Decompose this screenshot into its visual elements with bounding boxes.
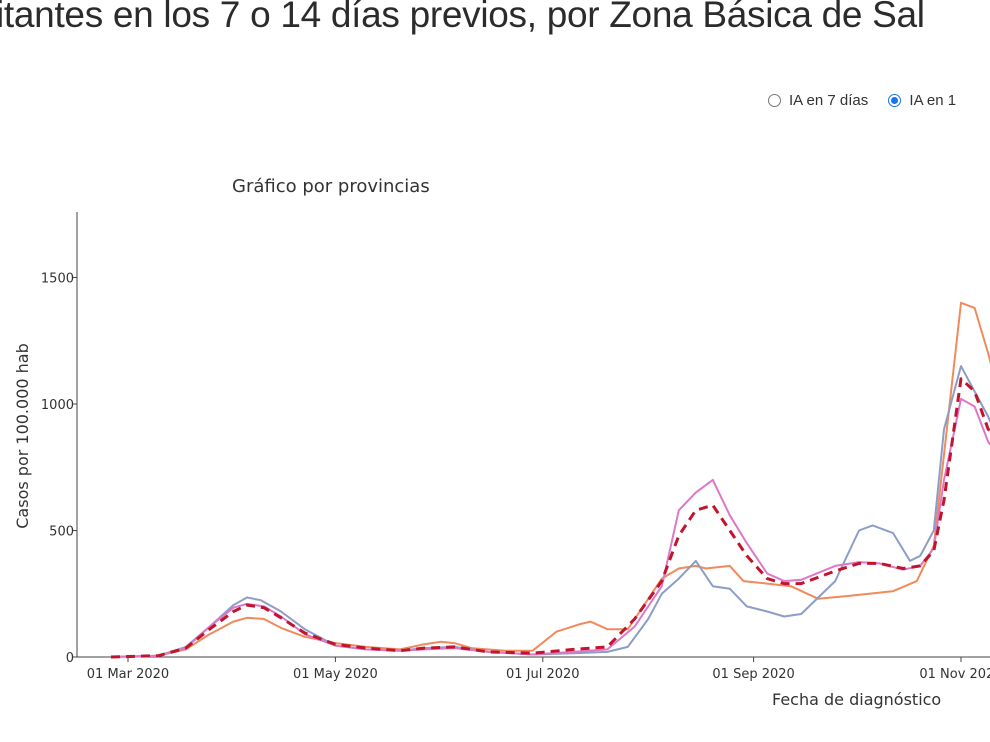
- x-tick-label: 01 Mar 2020: [87, 667, 169, 682]
- series-line-2[interactable]: [110, 365, 990, 658]
- radio-ia-14-dias[interactable]: IA en 1: [888, 92, 956, 109]
- x-axis-title: Fecha de diagnóstico: [772, 690, 941, 709]
- x-tick-label: 01 Jul 2020: [506, 667, 580, 682]
- y-tick-label: 1000: [41, 398, 74, 413]
- series-line-1[interactable]: [110, 301, 990, 658]
- x-tick-label: 01 Nov 2020: [919, 667, 990, 682]
- y-tick-label: 1500: [41, 272, 74, 287]
- radio-button-checked-icon[interactable]: [888, 94, 902, 107]
- chart-title: Gráfico por provincias: [232, 176, 430, 197]
- radio-label-ia-7: IA en 7 días: [789, 92, 869, 109]
- radio-ia-7-dias[interactable]: IA en 7 días: [768, 92, 868, 109]
- y-tick-label: 500: [49, 525, 74, 540]
- x-tick-label: 01 Sep 2020: [712, 667, 794, 682]
- x-axis-ticks: 01 Mar 2020 01 May 2020 01 Jul 2020 01 Sep …: [87, 657, 990, 682]
- y-tick-label: 0: [66, 651, 74, 666]
- y-axis-ticks: 0 500 1000 1500: [41, 272, 77, 666]
- indicator-radio-group: IA en 7 días IA en 1: [768, 92, 972, 111]
- x-tick-label: 01 May 2020: [293, 667, 378, 682]
- y-axis-title: Casos por 100.000 hab: [13, 343, 32, 528]
- series-layer: [110, 301, 990, 659]
- page-headline: itantes en los 7 o 14 días previos, por …: [0, 0, 925, 35]
- radio-button-unchecked-icon[interactable]: [768, 94, 781, 107]
- radio-label-ia-14: IA en 1: [909, 92, 957, 109]
- series-line-4[interactable]: [110, 377, 990, 659]
